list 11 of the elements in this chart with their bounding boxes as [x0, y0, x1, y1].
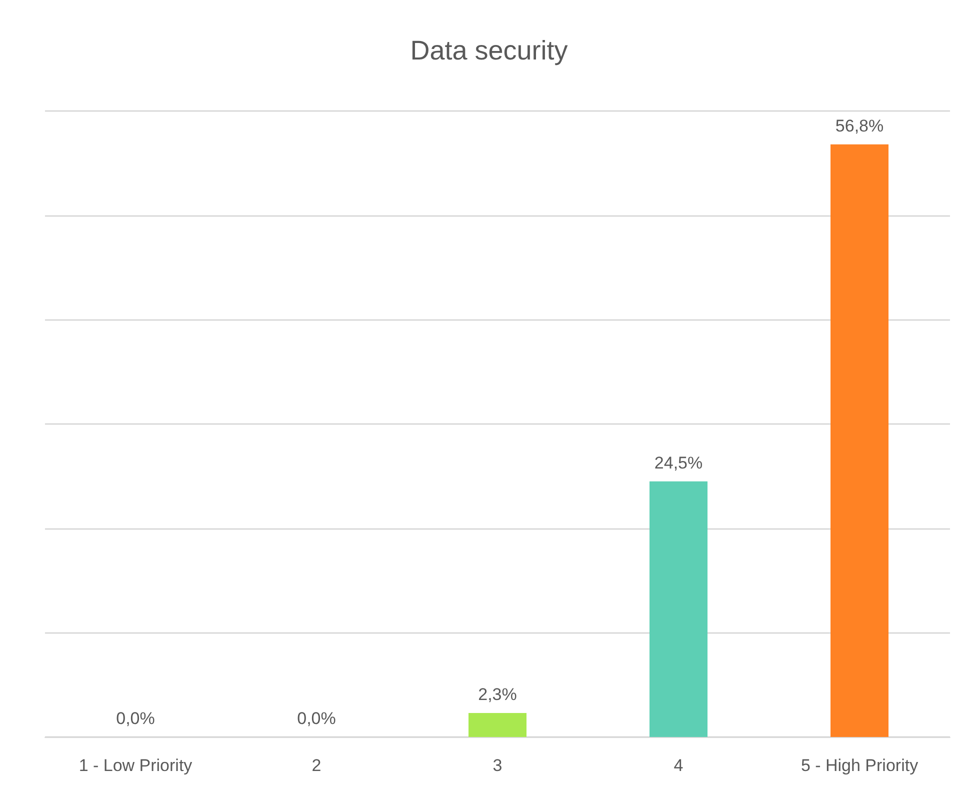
x-tick-label: 1 - Low Priority	[78, 756, 193, 775]
data-label: 2,3%	[478, 685, 517, 704]
data-label: 0,0%	[116, 709, 155, 728]
x-tick-label: 3	[492, 756, 502, 775]
data-label: 0,0%	[297, 709, 336, 728]
data-label: 56,8%	[835, 116, 884, 136]
x-tick-label: 5 - High Priority	[800, 756, 919, 775]
x-tick-label: 2	[312, 756, 322, 775]
chart-title: Data security	[410, 36, 568, 66]
x-tick-label: 4	[674, 756, 684, 775]
data-label: 24,5%	[654, 453, 703, 472]
